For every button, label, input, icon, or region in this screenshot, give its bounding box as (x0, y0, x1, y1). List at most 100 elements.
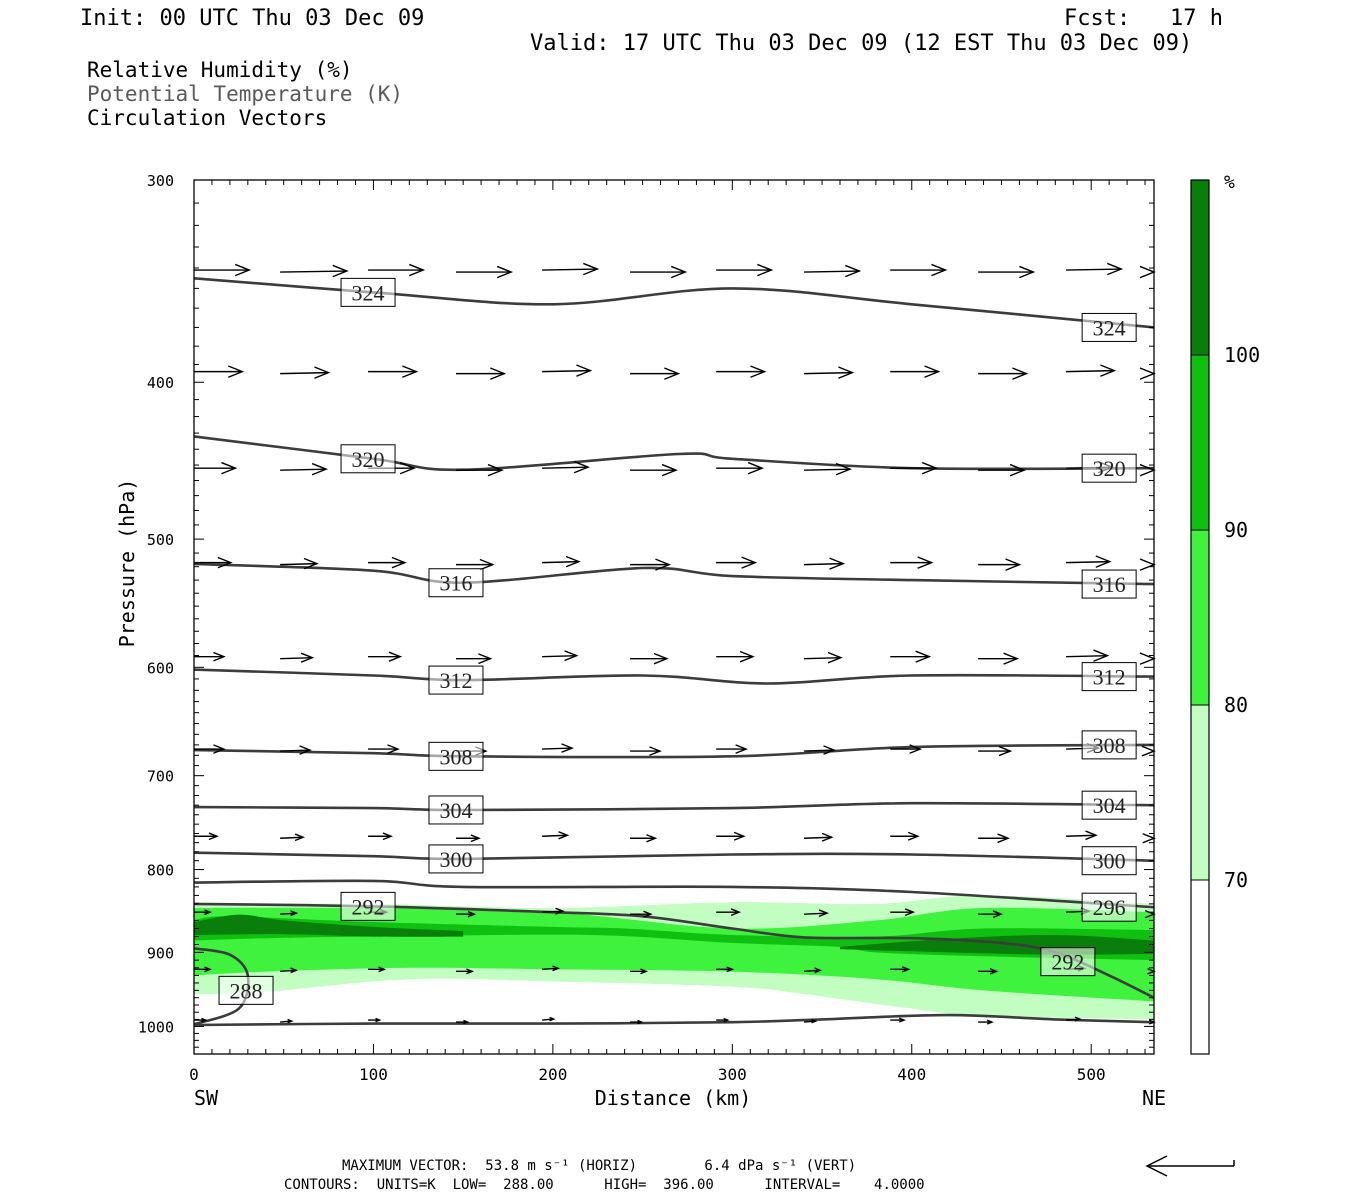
circulation-vector (1066, 364, 1117, 377)
vector-head (741, 556, 758, 569)
vector-shaft (280, 562, 317, 566)
vector-head (294, 833, 306, 842)
vector-head (375, 1017, 382, 1023)
vector-head (986, 1019, 994, 1025)
vector-head (811, 1018, 818, 1024)
axes: 0 100 200 300 400 500 300 400 500 600 700 800 900 100… (115, 172, 1166, 1110)
vector-head (901, 966, 911, 973)
vector-head (487, 463, 504, 477)
theta-label-text: 296 (1093, 895, 1126, 920)
circulation-vector (978, 367, 1029, 380)
vector-head (845, 264, 862, 278)
y-tick-label: 500 (147, 531, 174, 549)
x-tick-label: 500 (1077, 1065, 1106, 1084)
circulation-vector (368, 651, 403, 662)
circulation-vector (455, 463, 504, 477)
circulation-vector (630, 746, 662, 756)
y-tick-label: 300 (147, 172, 174, 190)
colorbar-segment (1191, 530, 1209, 705)
circulation-vector (630, 463, 678, 477)
vector-head (821, 832, 834, 842)
circulation-vector (716, 263, 774, 277)
colorbar-label: 70 (1224, 868, 1248, 892)
circulation-vector (630, 834, 658, 843)
theta-label-box (1081, 846, 1137, 876)
circulation-vector (978, 463, 1027, 477)
circulation-vector (542, 965, 561, 972)
colorbar-segment (1191, 705, 1209, 880)
colorbar-segment (1191, 355, 1209, 530)
vector-shaft (1066, 560, 1110, 564)
circulation-vector (890, 650, 932, 663)
vector-head (1074, 1016, 1082, 1022)
circulation-vector (804, 557, 846, 570)
circulation-vector (194, 556, 233, 569)
vector-shaft (542, 910, 563, 913)
vector-head (213, 651, 226, 662)
circulation-vector (280, 557, 319, 570)
theta-label-text: 324 (352, 280, 385, 305)
theta-contour-labels: 324 324 320 320 316 316 312 312 308 308 304 304 300 3… (218, 277, 1137, 1005)
vector-head (827, 651, 843, 664)
forecast-hour: Fcst: 17 h (1064, 6, 1223, 31)
vector-head (287, 1018, 294, 1024)
theta-contour-320 (193, 435, 1155, 472)
theta-label: 308 (1081, 730, 1137, 760)
theta-label-text: 308 (439, 744, 472, 769)
vector-head (311, 462, 329, 476)
vector-head (490, 367, 507, 380)
vector-head (217, 556, 233, 569)
vector-head (496, 265, 514, 279)
vector-shaft (280, 836, 304, 839)
circulation-vector (630, 968, 649, 975)
vector-head (1139, 558, 1156, 571)
vector-shaft (804, 371, 853, 375)
legend-potential-temperature: Potential Temperature (K) (87, 82, 404, 106)
circulation-vector (455, 910, 477, 918)
circulation-vector (630, 265, 688, 279)
vector-head (1093, 649, 1110, 662)
circulation-vector (890, 1017, 906, 1023)
theta-contour-324 (193, 277, 1155, 329)
vector-head (739, 650, 755, 663)
vector-head (1085, 830, 1098, 841)
circulation-vector (542, 907, 565, 915)
vector-head (408, 263, 426, 277)
vector-head (234, 263, 252, 277)
vector-head (387, 744, 400, 754)
circulation-vector (280, 366, 331, 379)
circulation-vector (978, 968, 999, 975)
circulation-vector (542, 364, 593, 377)
theta-label-text: 312 (1093, 665, 1126, 690)
circulation-vector (455, 265, 514, 279)
colorbar-label: 100 (1224, 343, 1260, 367)
circulation-vector (280, 264, 349, 278)
circulation-vector (890, 966, 911, 973)
theta-label: 324 (340, 277, 396, 307)
circulation-vector (368, 365, 419, 378)
vector-head (1142, 833, 1156, 844)
circulation-vector (890, 556, 934, 569)
theta-contour-312 (193, 668, 1155, 685)
theta-label: 304 (428, 795, 484, 825)
contour-info-note: CONTOURS: UNITS=K LOW= 288.00 HIGH= 396.… (284, 1177, 925, 1193)
theta-label: 292 (1040, 947, 1096, 977)
colorbar-segment (1191, 880, 1209, 1054)
circulation-vector (978, 558, 1022, 571)
vector-head (907, 831, 920, 841)
theta-label: 308 (428, 741, 484, 771)
theta-label-text: 324 (1093, 315, 1126, 340)
x-tick-label: 0 (189, 1065, 199, 1084)
ne-endpoint-label: NE (1142, 1086, 1166, 1110)
vector-head (814, 967, 823, 974)
circulation-vector (194, 966, 212, 973)
vector-head (1009, 463, 1027, 477)
vector-head (649, 746, 662, 756)
theta-label-box (428, 844, 484, 874)
theta-label-box (428, 568, 484, 598)
vector-head (549, 1016, 556, 1022)
theta-contour-296 (193, 879, 1155, 909)
theta-label-box (340, 891, 396, 921)
vector-shaft (280, 270, 347, 273)
legend-relative-humidity: Relative Humidity (%) (87, 58, 353, 82)
